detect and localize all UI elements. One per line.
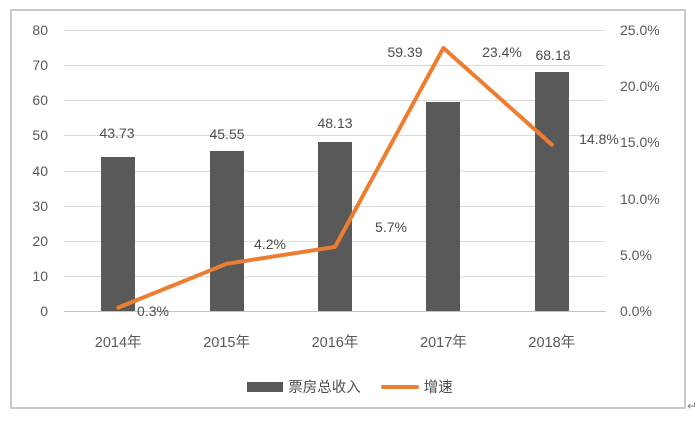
legend-item-bar: 票房总收入 [247,376,361,397]
legend: 票房总收入 增速 [0,376,700,397]
legend-bar-label: 票房总收入 [288,380,361,396]
line-swatch-icon [380,384,419,389]
legend-item-line: 增速 [380,376,453,397]
chart-frame [10,9,686,409]
paragraph-return-icon: ↵ [687,399,698,413]
legend-line-label: 增速 [423,380,453,396]
bar-swatch-icon [247,381,284,392]
